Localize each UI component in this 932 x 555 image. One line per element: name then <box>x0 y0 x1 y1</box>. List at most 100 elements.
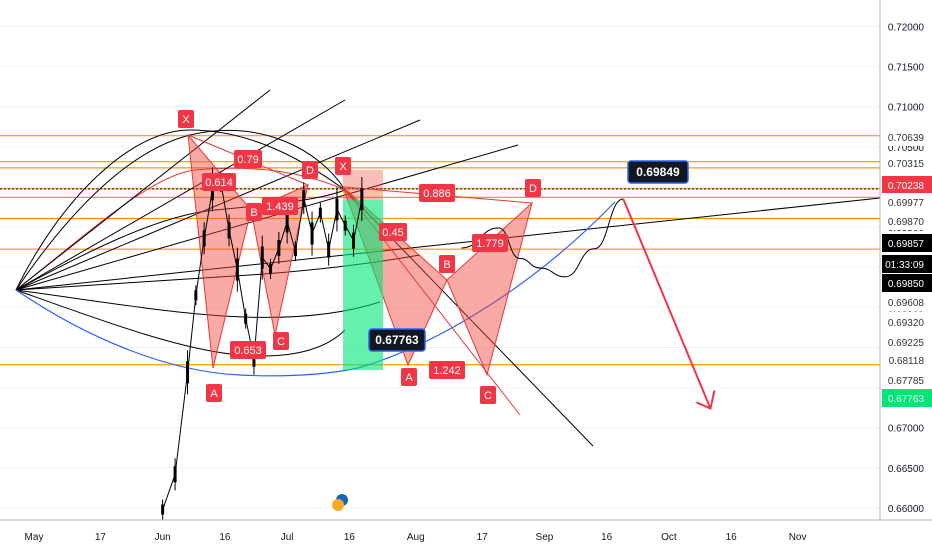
pattern1-xab <box>187 133 252 369</box>
price-tag-bg <box>882 313 932 331</box>
speed-line-1 <box>15 89 271 291</box>
x-tick-label: 17 <box>477 532 489 543</box>
ratio-label: 0.79 <box>237 154 258 166</box>
arc-black-outer <box>15 129 346 291</box>
price-tag: 0.70639 <box>888 133 925 144</box>
price-tag: 0.67785 <box>888 376 925 387</box>
ratio-label: 0.45 <box>382 227 403 239</box>
time-axis-bg <box>0 520 932 550</box>
ratio-label: 1.439 <box>266 201 294 213</box>
price-tag: 0.69857 <box>888 239 925 250</box>
x-tick-label: 16 <box>344 532 356 543</box>
point-label: X <box>182 114 190 126</box>
ratio-label-bg <box>472 234 508 252</box>
point-label: B <box>250 207 257 219</box>
price-tag-bg <box>882 274 932 292</box>
speed-line-4 <box>15 144 519 291</box>
point-label-bg <box>178 110 194 128</box>
y-tick-label: 0.71500 <box>888 63 925 74</box>
point-label: D <box>529 183 537 195</box>
ratio-label-bg <box>230 341 266 359</box>
y-tick-label: 0.72000 <box>888 22 925 33</box>
arrow-head <box>696 390 716 410</box>
callout-bg <box>627 160 689 184</box>
arrow-shaft <box>622 198 712 409</box>
time-axis[interactable] <box>0 519 932 550</box>
speed-line-5 <box>15 197 881 291</box>
ratio-label: 0.886 <box>423 188 451 200</box>
point-label-bg <box>246 203 262 221</box>
ratio-label: 1.242 <box>433 365 461 377</box>
price-tag: 0.69225 <box>888 338 925 349</box>
price-tag-bg <box>882 371 932 389</box>
grid-lines <box>0 25 880 509</box>
price-tag: 01:33:09 <box>885 260 924 271</box>
blue-trend-curve <box>15 201 616 377</box>
horizontal-levels <box>0 135 880 366</box>
price-tag-bg <box>882 234 932 252</box>
point-label-bg <box>480 386 496 404</box>
y-tick-label: 0.70500 <box>888 143 925 154</box>
ratio-label-bg <box>419 184 455 202</box>
ratio-label: 1.779 <box>476 238 504 250</box>
x-tick-label: 16 <box>601 532 613 543</box>
x-tick-label: May <box>25 532 44 543</box>
x-tick-label: 16 <box>726 532 738 543</box>
price-tag: 0.69977 <box>888 198 925 209</box>
price-tag: 0.70238 <box>888 181 925 192</box>
price-tag-bg <box>882 193 932 211</box>
point-label-bg <box>273 332 289 350</box>
pattern-labels: X A B C D X A B C D 0.79 0.614 1.439 0.653 0.886 0.45 1.… <box>178 110 541 404</box>
price-callouts: 0.69849 0.67763 <box>368 160 689 352</box>
point-label: X <box>339 161 347 173</box>
price-tag-bg <box>882 212 932 230</box>
point-label: D <box>306 165 314 177</box>
dividend-icon[interactable] <box>332 499 344 511</box>
price-tag: 0.67763 <box>888 394 925 405</box>
arc-lower-1 <box>15 289 346 357</box>
x-tick-label: 16 <box>219 532 231 543</box>
point-label: B <box>443 259 450 271</box>
price-tag: 0.69870 <box>888 217 925 228</box>
point-label-bg <box>335 157 351 175</box>
x-tick-label: Aug <box>407 532 425 543</box>
ratio-label-bg <box>429 361 465 379</box>
price-tag-bg <box>882 128 932 146</box>
point-label: A <box>405 372 413 384</box>
x-tick-label: Jun <box>155 532 171 543</box>
point-label-bg <box>401 368 417 386</box>
callout-label: 0.67763 <box>375 333 419 347</box>
point-label: C <box>484 390 492 402</box>
y-tick-label: 0.66500 <box>888 464 925 475</box>
speed-line-3 <box>15 119 421 291</box>
x-tick-label: 17 <box>95 532 107 543</box>
ratio-label: 0.653 <box>234 345 262 357</box>
trade-box <box>343 170 383 370</box>
price-line <box>162 181 363 510</box>
price-tag-bg <box>882 351 932 369</box>
arc-top-wide <box>15 129 346 291</box>
ratio-label-bg <box>262 197 298 215</box>
point-label: C <box>277 336 285 348</box>
price-tag: 0.69608 <box>888 298 925 309</box>
x-tick-label: Jul <box>281 532 294 543</box>
price-tag-bg <box>882 293 932 311</box>
price-tag: 0.70315 <box>888 159 925 170</box>
arc-lower-2 <box>15 289 381 318</box>
projection-path <box>461 198 624 278</box>
ratio-label-bg <box>379 223 407 241</box>
point-label-bg <box>525 179 541 197</box>
point-label-bg <box>302 161 318 179</box>
arc-red <box>15 167 346 291</box>
price-candles <box>161 167 364 520</box>
speed-line-2 <box>15 99 346 291</box>
point-label: A <box>210 388 218 400</box>
event-icons[interactable] <box>332 494 348 511</box>
x-tick-label: Nov <box>789 532 807 543</box>
y-tick-label: 0.67000 <box>888 424 925 435</box>
forecast-arrow <box>622 198 716 410</box>
y-tick-label: 0.66000 <box>888 504 925 515</box>
price-tag-bg <box>882 176 932 194</box>
